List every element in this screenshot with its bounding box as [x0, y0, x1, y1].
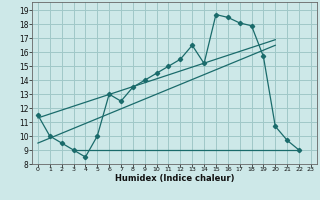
X-axis label: Humidex (Indice chaleur): Humidex (Indice chaleur): [115, 174, 234, 183]
